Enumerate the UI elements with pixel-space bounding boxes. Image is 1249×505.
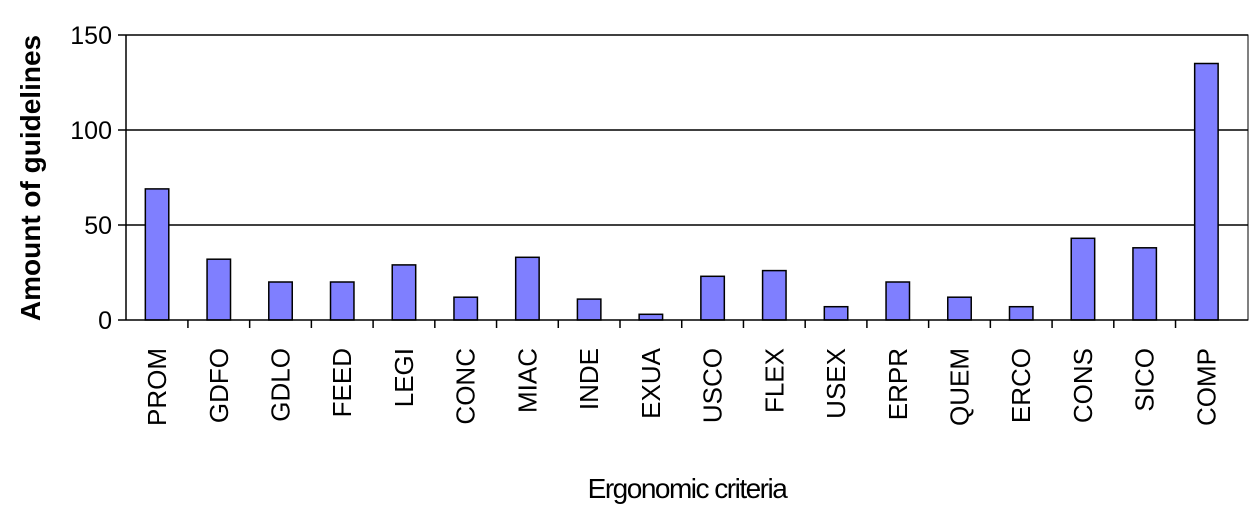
bar-prom — [144, 188, 170, 321]
bar-exua — [638, 313, 664, 321]
x-tick-label: MIAC — [512, 348, 542, 413]
bar-erpr — [885, 281, 911, 321]
x-tick-label: USEX — [821, 348, 851, 419]
x-tick-label: LEGI — [389, 348, 419, 407]
bar-sico — [1132, 247, 1158, 321]
x-tick-label: USCO — [698, 348, 728, 423]
bar-cons — [1070, 237, 1096, 321]
y-tick-label: 150 — [70, 22, 112, 50]
y-tick-labels: 0 50 100 150 — [70, 22, 126, 335]
x-tick-label: SICO — [1130, 348, 1160, 412]
bar-gdlo — [268, 281, 293, 321]
x-tick-label: FLEX — [759, 348, 789, 413]
x-tick-label: FEED — [327, 348, 357, 417]
plot-area — [125, 34, 1249, 321]
bar-quem — [947, 296, 972, 321]
bar-inde — [576, 298, 602, 321]
bar-legi — [391, 264, 417, 321]
x-tick-label: CONS — [1068, 348, 1098, 423]
x-tick-label: CONC — [451, 348, 481, 425]
bar-comp — [1193, 62, 1219, 321]
x-tick-label: EXUA — [636, 347, 666, 418]
bar-flex — [761, 269, 787, 321]
bar-usco — [700, 275, 726, 321]
y-tick-label: 50 — [84, 212, 112, 240]
x-tick-label: GDLO — [266, 348, 296, 422]
bar-feed — [329, 281, 355, 321]
x-tick-label: GDFO — [204, 348, 234, 423]
x-tick-label: PROM — [142, 348, 172, 426]
x-axis-title: Ergonomic criteria — [588, 473, 789, 504]
x-tick-label: COMP — [1191, 348, 1221, 426]
bar-gdfo — [206, 258, 232, 321]
x-tick-label: ERCO — [1006, 348, 1036, 423]
bars — [144, 62, 1219, 321]
bar-miac — [514, 256, 540, 321]
y-tick-label: 100 — [70, 117, 112, 145]
bar-usex — [823, 305, 849, 321]
gridlines — [126, 34, 1248, 226]
x-tick-label: QUEM — [944, 348, 974, 426]
x-tick-label: INDE — [574, 348, 604, 410]
axes — [125, 35, 1248, 328]
bar-conc — [453, 296, 479, 321]
y-axis-title: Amount of guidelines — [15, 35, 46, 321]
x-tick-label: ERPR — [883, 348, 913, 420]
y-tick-label: 0 — [98, 307, 112, 335]
x-tick-labels: PROM GDFO GDLO FEED LEGI CONC MIAC INDE EXUA USCO… — [142, 347, 1221, 426]
bar-erco — [1008, 305, 1034, 321]
